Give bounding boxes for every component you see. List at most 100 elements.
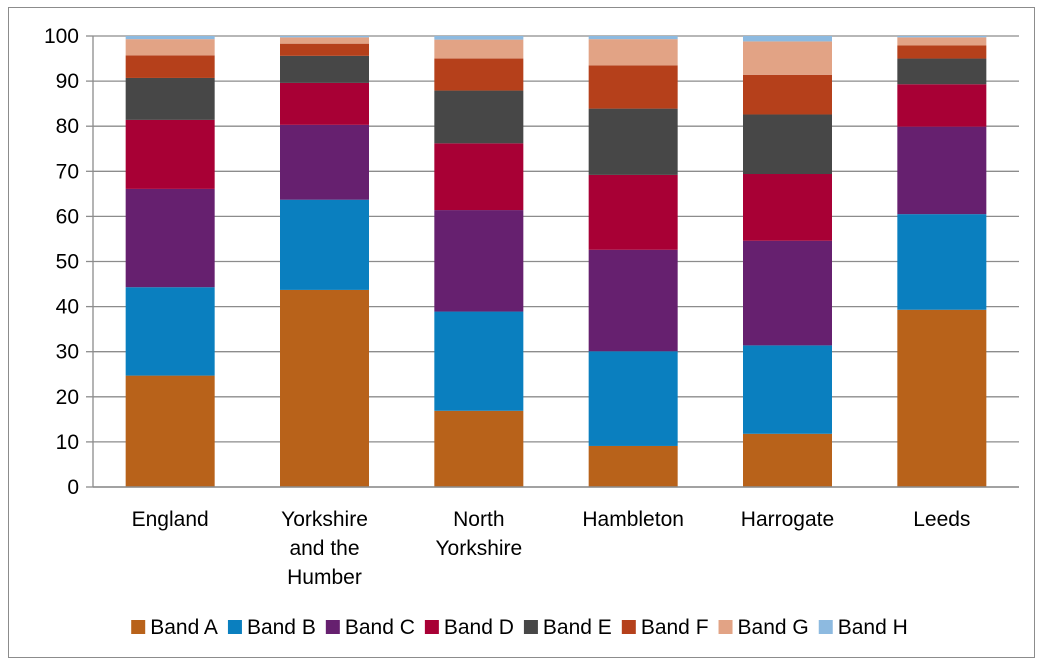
y-tick-label: 10 xyxy=(56,431,79,454)
bar-segment-band-b xyxy=(588,351,678,446)
y-tick-label: 50 xyxy=(56,251,79,274)
bar-segment-band-c xyxy=(897,126,987,215)
y-tick-label: 90 xyxy=(56,70,79,93)
bar-segment-band-d xyxy=(588,174,678,250)
bar-segment-band-f xyxy=(125,55,215,78)
bar-stack xyxy=(897,36,987,487)
legend-swatch xyxy=(718,620,733,634)
x-tick-label-line: Leeds xyxy=(913,508,970,531)
x-tick-label-line: Yorkshire xyxy=(281,508,368,531)
x-tick-label-line: Yorkshire xyxy=(435,537,522,560)
bar-segment-band-h xyxy=(434,36,524,40)
bar-segment-band-e xyxy=(434,90,524,144)
x-tick-label: Leeds xyxy=(913,508,970,531)
bar-segment-band-g xyxy=(588,39,678,66)
bar-segment-band-a xyxy=(125,375,215,487)
bar-segment-band-h xyxy=(588,36,678,40)
legend-label: Band G xyxy=(738,616,809,639)
bar-segment-band-e xyxy=(125,77,215,120)
bar-segment-band-f xyxy=(897,45,987,59)
bar-segment-band-f xyxy=(434,58,524,91)
y-tick-label: 80 xyxy=(56,115,79,138)
bar-segment-band-a xyxy=(434,410,524,487)
legend-label: Band B xyxy=(247,616,316,639)
legend-item: Band F xyxy=(621,616,709,639)
x-tick-label-line: Harrogate xyxy=(741,508,834,531)
legend-swatch xyxy=(227,620,242,634)
bar-segment-band-h xyxy=(280,36,369,38)
legend-label: Band F xyxy=(641,616,709,639)
bar-stack xyxy=(743,36,832,487)
x-tick-label-line: Hambleton xyxy=(582,508,684,531)
x-tick-label-line: England xyxy=(132,508,209,531)
legend-label: Band A xyxy=(150,616,218,639)
bar-stack xyxy=(280,36,369,487)
bar-segment-band-b xyxy=(743,345,832,434)
bar-segment-band-c xyxy=(743,240,832,346)
legend-item: Band B xyxy=(227,616,316,639)
x-tick-label: Harrogate xyxy=(741,508,834,531)
bar-segment-band-e xyxy=(280,55,369,83)
bar-segment-band-c xyxy=(125,188,215,288)
x-tick-label-line: Humber xyxy=(287,566,362,589)
legend-label: Band D xyxy=(444,616,514,639)
legend: Band A Band B Band C Band D Band E Band F Band… xyxy=(131,616,908,639)
y-axis: 0 10 20 30 40 50 60 70 80 90 100 xyxy=(44,25,94,499)
bar-segment-band-c xyxy=(434,210,524,312)
x-tick-label: Yorkshire and the Humber xyxy=(281,508,368,589)
bars xyxy=(125,36,987,487)
legend-swatch xyxy=(621,620,636,634)
bar-segment-band-a xyxy=(897,309,987,487)
y-tick-label: 30 xyxy=(56,341,79,364)
bar-segment-band-a xyxy=(588,445,678,487)
bar-stack xyxy=(434,36,524,487)
bar-segment-band-d xyxy=(897,84,987,127)
bar-segment-band-h xyxy=(743,36,832,42)
bar-segment-band-d xyxy=(125,119,215,189)
bar-segment-band-b xyxy=(897,214,987,310)
bar-segment-band-h xyxy=(125,36,215,40)
x-tick-label-line: North xyxy=(453,508,504,531)
bar-segment-band-e xyxy=(897,58,987,85)
y-tick-label: 40 xyxy=(56,296,79,319)
bar-segment-band-g xyxy=(280,37,369,44)
legend-item: Band D xyxy=(424,616,514,639)
legend-item: Band A xyxy=(131,616,218,639)
legend-item: Band C xyxy=(325,616,415,639)
y-tick-label: 100 xyxy=(44,25,79,48)
x-tick-label: Hambleton xyxy=(582,508,684,531)
legend-swatch xyxy=(523,620,538,634)
x-tick-label: North Yorkshire xyxy=(435,508,522,560)
bar-segment-band-d xyxy=(434,143,524,211)
bar-segment-band-e xyxy=(588,108,678,175)
bar-segment-band-c xyxy=(588,249,678,352)
bar-segment-band-b xyxy=(434,311,524,411)
legend-item: Band H xyxy=(818,616,908,639)
gridlines xyxy=(93,35,1019,488)
bar-segment-band-f xyxy=(743,74,832,115)
legend-label: Band C xyxy=(345,616,415,639)
bar-segment-band-f xyxy=(588,65,678,109)
bar-stack xyxy=(588,36,678,487)
legend-label: Band E xyxy=(543,616,612,639)
legend-label: Band H xyxy=(838,616,908,639)
x-tick-label: England xyxy=(132,508,209,531)
bar-segment-band-c xyxy=(280,124,369,200)
y-tick-label: 60 xyxy=(56,205,79,228)
y-tick-label: 20 xyxy=(56,386,79,409)
bar-segment-band-h xyxy=(897,36,987,38)
bar-segment-band-d xyxy=(743,174,832,241)
y-tick-label: 0 xyxy=(67,476,79,499)
legend-swatch xyxy=(424,620,439,634)
bar-segment-band-a xyxy=(743,433,832,487)
x-tick-label-line: and the xyxy=(289,537,359,560)
bar-segment-band-d xyxy=(280,82,369,125)
legend-swatch xyxy=(818,620,833,634)
bar-segment-band-f xyxy=(280,43,369,56)
bar-stack xyxy=(125,36,215,487)
bar-segment-band-b xyxy=(125,287,215,376)
y-tick-label: 70 xyxy=(56,160,79,183)
bar-segment-band-g xyxy=(434,39,524,59)
legend-item: Band E xyxy=(523,616,612,639)
